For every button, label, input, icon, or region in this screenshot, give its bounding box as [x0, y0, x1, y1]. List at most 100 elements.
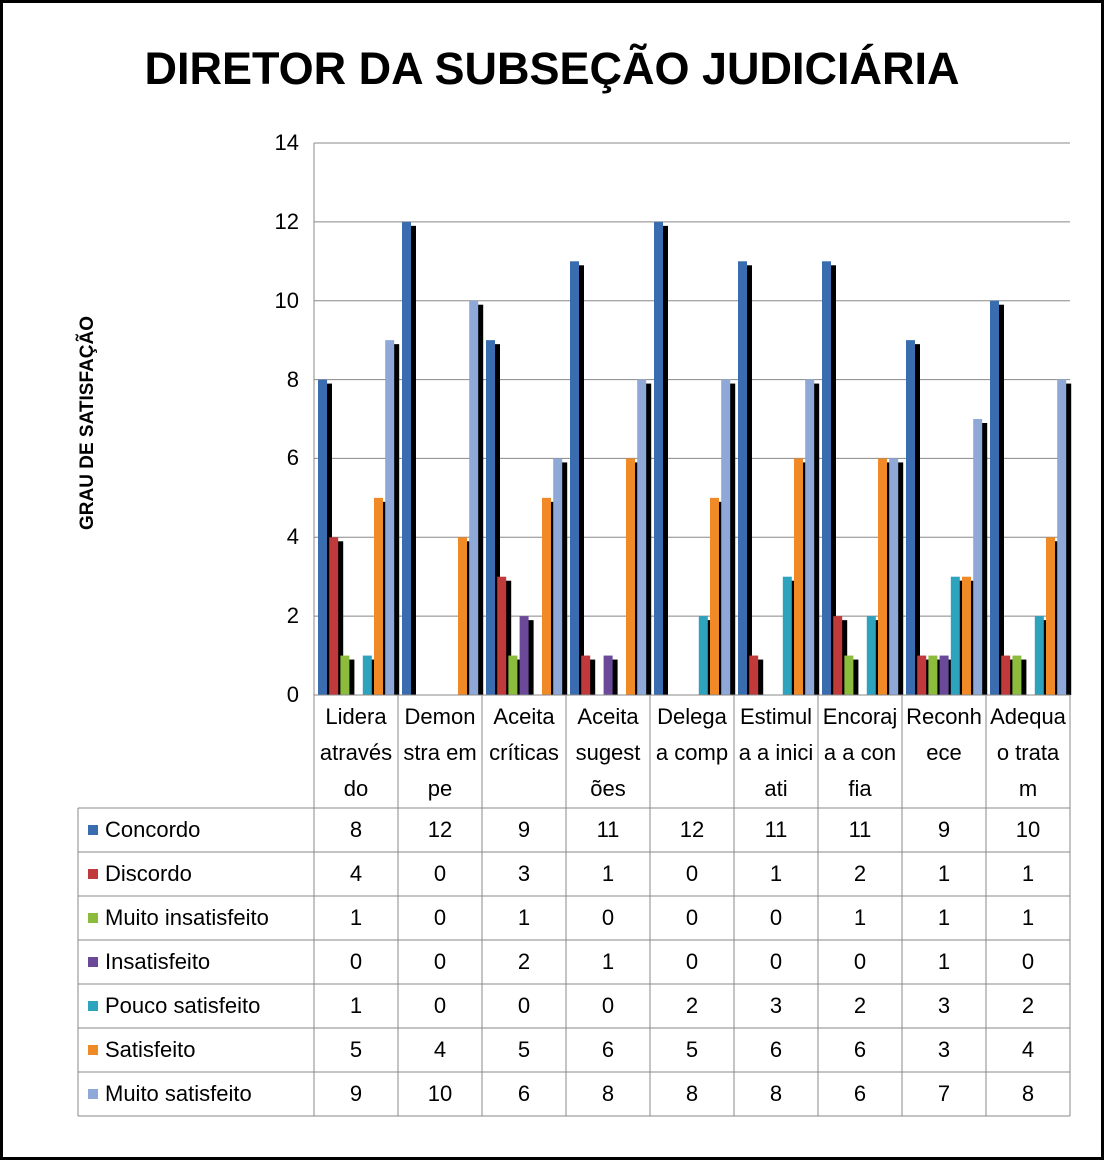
table-value: 12 — [427, 817, 453, 842]
table-value: 4 — [1021, 1037, 1035, 1062]
table-value: 2 — [685, 993, 699, 1018]
legend-swatch — [88, 1045, 98, 1055]
bar-shadow — [379, 501, 388, 695]
category-label: Encoraja a confia — [822, 704, 898, 801]
bar-shadow — [944, 659, 954, 695]
table-value: 0 — [685, 905, 699, 930]
bar — [1001, 655, 1011, 695]
y-tick-label: 12 — [274, 208, 299, 234]
legend-label: Satisfeito — [105, 1037, 196, 1062]
bar-shadow — [871, 620, 881, 695]
legend-swatch — [88, 869, 98, 879]
bar — [329, 537, 339, 695]
table-value: 0 — [433, 905, 447, 930]
bar — [906, 340, 915, 695]
bar — [362, 655, 372, 695]
bar — [519, 616, 529, 695]
legend-swatch — [88, 825, 98, 835]
bar — [486, 340, 495, 695]
bar — [469, 300, 479, 695]
bar-shadow — [743, 265, 752, 695]
bar-shadow — [967, 580, 976, 695]
table-value: 6 — [601, 1037, 615, 1062]
table-value: 11 — [764, 817, 788, 842]
legend-label: Muito insatisfeito — [105, 905, 269, 930]
table-value: 1 — [937, 905, 951, 930]
bar-shadow — [933, 659, 943, 695]
table-value: 9 — [349, 1081, 363, 1106]
category-label: Demonstra empe — [403, 704, 477, 801]
bar-shadow — [849, 659, 859, 695]
bar-shadow — [323, 383, 332, 695]
bar-shadow — [911, 344, 920, 695]
table-value: 0 — [601, 993, 615, 1018]
bar-shadow — [1039, 620, 1049, 695]
bar — [917, 655, 927, 695]
bar-shadow — [558, 462, 568, 695]
bar-shadow — [787, 580, 797, 695]
table-value: 1 — [601, 861, 615, 886]
table-value: 1 — [601, 949, 615, 974]
bar — [990, 300, 999, 695]
bar — [805, 379, 815, 695]
bar — [654, 221, 663, 695]
bar — [318, 379, 327, 695]
table-value: 1 — [937, 949, 951, 974]
bar — [581, 655, 591, 695]
table-value: 9 — [937, 817, 951, 842]
table-value: 0 — [685, 861, 699, 886]
table-value: 0 — [433, 993, 447, 1018]
bar-shadow — [334, 541, 344, 695]
bar-shadow — [715, 501, 724, 695]
bar — [508, 655, 518, 695]
y-axis-label: GRAU DE SATISFAÇÃO — [77, 316, 98, 530]
bar-shadow — [1017, 659, 1027, 695]
table-value: 8 — [601, 1081, 615, 1106]
bar — [738, 261, 747, 695]
table-value: 1 — [853, 905, 867, 930]
table-value: 4 — [433, 1037, 447, 1062]
legend-label: Insatisfeito — [105, 949, 211, 974]
bar-shadow — [838, 620, 848, 695]
bar — [973, 419, 983, 695]
table-value: 10 — [1015, 817, 1041, 842]
bar — [710, 497, 719, 695]
bar-shadow — [407, 225, 416, 695]
table-value: 0 — [685, 949, 699, 974]
table-value: 6 — [853, 1081, 867, 1106]
bar-shadow — [955, 580, 965, 695]
table-value: 0 — [1021, 949, 1035, 974]
bar-shadow — [883, 462, 892, 695]
table-value: 2 — [1021, 993, 1035, 1018]
bar — [866, 616, 876, 695]
bar — [962, 576, 971, 695]
table-value: 2 — [853, 861, 867, 886]
table-value: 5 — [685, 1037, 699, 1062]
bar-shadow — [575, 265, 584, 695]
category-label: Lidera através do — [319, 704, 393, 801]
bar — [402, 221, 411, 695]
bar — [542, 497, 551, 695]
bar — [385, 340, 395, 695]
y-tick-label: 6 — [286, 445, 299, 471]
bar — [928, 655, 938, 695]
table-value: 11 — [848, 817, 872, 842]
table-value: 5 — [517, 1037, 531, 1062]
table-value: 9 — [517, 817, 531, 842]
table-value: 1 — [349, 993, 363, 1018]
bar-shadow — [827, 265, 836, 695]
bar — [889, 458, 899, 695]
legend-swatch — [88, 1001, 98, 1011]
bar-shadow — [642, 383, 652, 695]
table-value: 6 — [769, 1037, 783, 1062]
table-value: 8 — [349, 817, 363, 842]
bar-shadow — [513, 659, 523, 695]
bar — [794, 458, 803, 695]
y-tick-label: 4 — [286, 524, 299, 550]
bar — [833, 616, 843, 695]
table-value: 8 — [685, 1081, 699, 1106]
bar-shadow — [810, 383, 820, 695]
table-value: 1 — [349, 905, 363, 930]
bar-shadow — [754, 659, 764, 695]
